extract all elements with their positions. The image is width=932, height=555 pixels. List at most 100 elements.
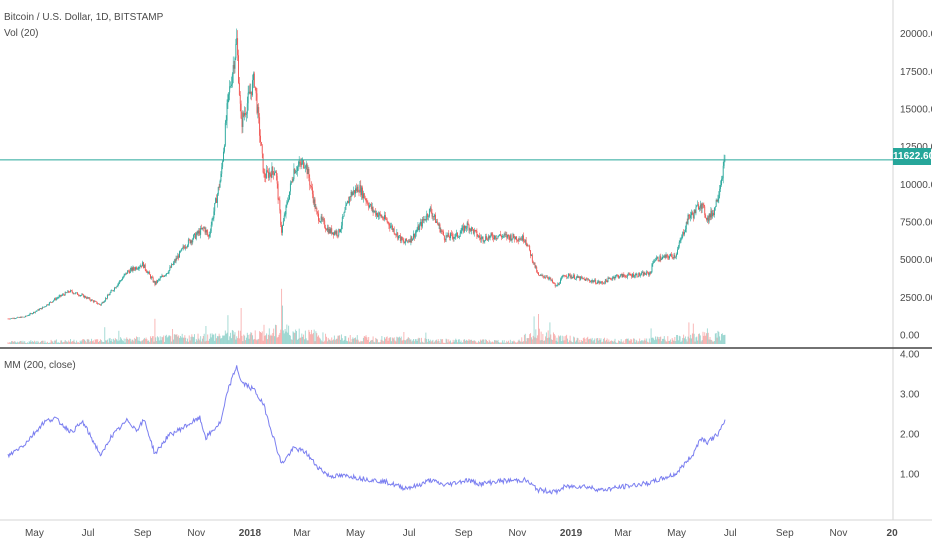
candle-body: [352, 192, 354, 196]
candle-body: [438, 224, 440, 226]
volume-bar: [552, 339, 553, 344]
volume-bar: [631, 339, 633, 344]
candle-body: [47, 304, 49, 306]
moving-average-indicator-label[interactable]: MM (200, close): [4, 360, 76, 371]
candle-body: [287, 201, 289, 203]
candle-body: [521, 238, 523, 241]
candle-body: [42, 307, 44, 308]
volume-bar: [386, 336, 388, 344]
candle-body: [652, 262, 654, 265]
candle-body: [721, 178, 723, 180]
volume-bar: [638, 341, 640, 344]
volume-bar: [693, 333, 695, 344]
volume-bar: [445, 338, 447, 344]
volume-bar: [512, 341, 514, 344]
volume-bar: [169, 335, 171, 344]
volume-bar: [251, 332, 253, 344]
candle-body: [400, 236, 402, 242]
candle-body: [208, 235, 210, 237]
volume-bar: [201, 341, 202, 344]
volume-bar: [464, 339, 466, 344]
candle-body: [171, 264, 173, 268]
candle-body: [63, 294, 65, 296]
volume-bar: [396, 336, 398, 344]
volume-bar: [428, 338, 429, 344]
volume-bar: [239, 330, 241, 344]
candle-body: [149, 272, 151, 275]
volume-bar: [599, 339, 601, 344]
volume-bar: [72, 341, 74, 344]
candle-body: [235, 44, 237, 59]
candle-body: [51, 302, 53, 303]
candle-body: [32, 313, 34, 314]
candle-body: [508, 234, 510, 237]
candle-body: [356, 186, 358, 191]
volume-bar: [51, 341, 53, 344]
volume-bar: [83, 339, 85, 344]
candle-body: [338, 229, 340, 236]
volume-bar: [525, 341, 527, 344]
candle-body: [530, 250, 532, 256]
time-axis[interactable]: May Jul Sep Nov 2018 Mar May Jul Sep Nov 2019 Mar Ma…: [25, 528, 898, 539]
candle-body: [684, 229, 686, 233]
candle-body: [596, 283, 597, 285]
volume-bar: [57, 341, 59, 344]
volume-bar: [642, 341, 644, 344]
volume-bar: [136, 337, 138, 344]
volume-bar: [367, 339, 369, 344]
volume-bar: [720, 340, 722, 344]
volume-bar: [179, 337, 180, 344]
candle-body: [409, 240, 411, 243]
volume-indicator-label[interactable]: Vol (20): [4, 28, 39, 39]
volume-bar: [418, 337, 420, 344]
candle-body: [595, 279, 597, 284]
candle-body: [647, 271, 649, 273]
candle-body: [61, 295, 63, 297]
candle-body: [151, 277, 153, 278]
volume-bar: [385, 337, 387, 344]
candle-body: [648, 272, 650, 275]
volume-bar: [143, 339, 144, 344]
volume-bar: [218, 333, 220, 344]
volume-bar: [587, 336, 589, 344]
candle-body: [254, 86, 256, 88]
candle-body: [434, 214, 436, 217]
candle-body: [422, 219, 424, 221]
candle-body: [266, 170, 268, 179]
candle-body: [60, 295, 62, 297]
volume-bar: [680, 341, 682, 344]
candle-body: [416, 230, 418, 232]
volume-bar: [407, 337, 409, 344]
volume-bar: [545, 332, 547, 344]
volume-bar: [30, 340, 32, 344]
candle-body: [552, 282, 554, 284]
volume-bar: [663, 336, 665, 344]
volume-bar: [655, 336, 656, 344]
volume-bar: [216, 338, 217, 344]
candle-body: [228, 92, 230, 95]
chart-title[interactable]: Bitcoin / U.S. Dollar, 1D, BITSTAMP: [4, 12, 164, 23]
candle-body: [288, 199, 290, 202]
candle-body: [55, 298, 56, 300]
volume-bar: [498, 342, 500, 344]
candle-body: [333, 231, 335, 236]
volume-bar: [609, 341, 611, 344]
volume-bar: [700, 341, 702, 344]
candle-body: [331, 228, 333, 234]
volume-bar: [231, 329, 233, 344]
volume-bar: [71, 341, 73, 344]
volume-bar: [550, 334, 552, 344]
candle-body: [571, 276, 573, 279]
candle-body: [177, 255, 179, 259]
volume-bar: [366, 337, 368, 344]
price-axis[interactable]: 0.002500.005000.007500.0010000.0012500.0…: [900, 29, 932, 341]
volume-bar: [121, 338, 122, 344]
candle-body: [590, 281, 592, 283]
volume-bar: [237, 338, 239, 344]
volume-bar: [549, 322, 551, 344]
volume-bar: [329, 339, 331, 344]
volume-bar: [78, 342, 80, 344]
ma-axis[interactable]: 1.002.003.004.00: [900, 350, 920, 481]
volume-bar: [713, 341, 715, 344]
